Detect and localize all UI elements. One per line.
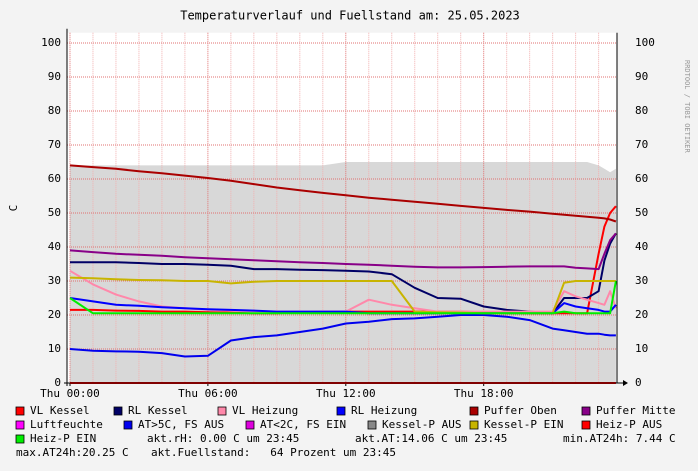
y-tick-label-right: 100 — [635, 36, 655, 49]
y-tick-label: 100 — [41, 36, 61, 49]
legend-swatch — [581, 406, 591, 416]
comment: akt.AT:14.06 C um 23:45 — [355, 432, 507, 445]
legend-swatch — [581, 420, 591, 430]
x-axis-arrow — [623, 380, 628, 386]
legend-swatch — [367, 420, 377, 430]
series-line — [69, 232, 617, 271]
legend-swatch — [15, 434, 25, 444]
legend-swatch — [469, 420, 479, 430]
y-tick-label: 70 — [48, 138, 61, 151]
legend-label: Puffer Mitte — [596, 404, 675, 417]
legend-label: Luftfeuchte — [30, 418, 103, 431]
legend-swatch — [15, 420, 25, 430]
legend-swatch — [245, 420, 255, 430]
legend-label: Kessel-P EIN — [484, 418, 563, 431]
y-tick-label-right: 10 — [635, 342, 648, 355]
comment: max.AT24h:20.25 C — [16, 446, 129, 459]
x-tick-label: Thu 12:00 — [316, 387, 376, 400]
x-tick-label: Thu 18:00 — [454, 387, 514, 400]
comment: min.AT24h: 7.44 C — [563, 432, 676, 445]
y-tick-label: 90 — [48, 70, 61, 83]
y-tick-label: 60 — [48, 172, 61, 185]
legend-label: AT<2C, FS EIN — [260, 418, 346, 431]
y-tick-label-right: 90 — [635, 70, 648, 83]
series-line — [69, 164, 617, 223]
legend-label: Heiz-P AUS — [596, 418, 662, 431]
legend-label: Puffer Oben — [484, 404, 557, 417]
series-line — [69, 280, 617, 315]
legend-label: RL Kessel — [128, 404, 188, 417]
comment: akt.Fuellstand: 64 Prozent um 23:45 — [151, 446, 396, 459]
y-tick-label: 10 — [48, 342, 61, 355]
y-tick-label: 50 — [48, 206, 61, 219]
y-tick-label-right: 20 — [635, 308, 648, 321]
y-tick-label: 30 — [48, 274, 61, 287]
legend-swatch — [336, 406, 346, 416]
series-line — [69, 276, 616, 315]
y-tick-label: 40 — [48, 240, 61, 253]
y-tick-label: 80 — [48, 104, 61, 117]
y-axis-label: C — [7, 205, 20, 212]
legend-swatch — [217, 406, 227, 416]
legend-swatch — [469, 406, 479, 416]
comment: akt.rH: 0.00 C um 23:45 — [147, 432, 299, 445]
fill-area — [70, 162, 616, 383]
legend-swatch — [113, 406, 123, 416]
legend-label: Kessel-P AUS — [382, 418, 461, 431]
y-tick-label-right: 50 — [635, 206, 648, 219]
legend-label: AT>5C, FS AUS — [138, 418, 224, 431]
y-tick-label-right: 70 — [635, 138, 648, 151]
legend-label: VL Heizung — [232, 404, 298, 417]
series-line — [69, 314, 616, 358]
y-tick-label-right: 60 — [635, 172, 648, 185]
watermark: RRDTOOL / TOBI OETIKER — [683, 60, 691, 154]
y-tick-label: 0 — [54, 376, 61, 389]
y-tick-label-right: 80 — [635, 104, 648, 117]
legend-label: RL Heizung — [351, 404, 417, 417]
y-tick-label: 20 — [48, 308, 61, 321]
y-tick-label-right: 40 — [635, 240, 648, 253]
legend-swatch — [15, 406, 25, 416]
x-tick-label: Thu 00:00 — [40, 387, 100, 400]
x-tick-label: Thu 06:00 — [178, 387, 238, 400]
y-tick-label-right: 30 — [635, 274, 648, 287]
legend-label: Heiz-P EIN — [30, 432, 96, 445]
legend-swatch — [123, 420, 133, 430]
y-tick-label-right: 0 — [635, 376, 642, 389]
legend-label: VL Kessel — [30, 404, 90, 417]
chart-title: Temperaturverlauf und Fuellstand am: 25.… — [180, 9, 520, 23]
